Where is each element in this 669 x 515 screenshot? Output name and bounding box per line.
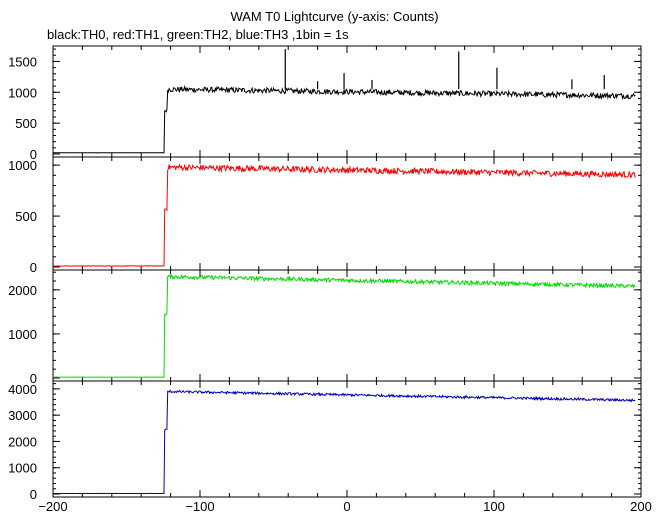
y-tick-label: 2000 [8, 434, 37, 449]
x-tick-label: 100 [483, 499, 505, 514]
panel-th2: 0 1000 2000 [8, 269, 642, 386]
panel-th0: 0 500 1000 1500 [8, 45, 642, 162]
panel-th1: 0 500 1000 [8, 156, 642, 275]
y-tick-label: 0 [30, 147, 37, 162]
series-line-th0 [52, 84, 636, 154]
y-tick-label: 4000 [8, 382, 37, 397]
y-tick-label: 0 [30, 260, 37, 275]
y-tick-label: 1500 [8, 54, 37, 69]
x-tick-label: 200 [630, 499, 652, 514]
y-tick-label: 1000 [8, 158, 37, 173]
chart-subtitle: black:TH0, red:TH1, green:TH2, blue:TH3 … [47, 27, 349, 42]
panel-th3: 0 1000 2000 3000 4000 [8, 380, 642, 502]
series-line-th3 [52, 389, 636, 495]
x-tick-label: 0 [343, 499, 350, 514]
y-tick-label: 500 [15, 116, 37, 131]
y-tick-label: 1000 [8, 327, 37, 342]
y-tick-label: 0 [30, 487, 37, 502]
x-tick-label: −200 [38, 499, 67, 514]
panel-frame [52, 156, 642, 271]
x-tick-label: −100 [185, 499, 214, 514]
chart-title: WAM T0 Lightcurve (y-axis: Counts) [230, 9, 439, 24]
series-line-th1 [52, 163, 636, 267]
panel-frame [52, 380, 642, 498]
panel-frame [52, 269, 642, 382]
y-tick-label: 0 [30, 371, 37, 386]
y-tick-label: 1000 [8, 85, 37, 100]
y-tick-label: 2000 [8, 283, 37, 298]
series-line-th2 [52, 273, 636, 378]
y-tick-label: 500 [15, 209, 37, 224]
y-tick-label: 3000 [8, 408, 37, 423]
panel-frame [52, 45, 642, 158]
y-tick-label: 1000 [8, 461, 37, 476]
